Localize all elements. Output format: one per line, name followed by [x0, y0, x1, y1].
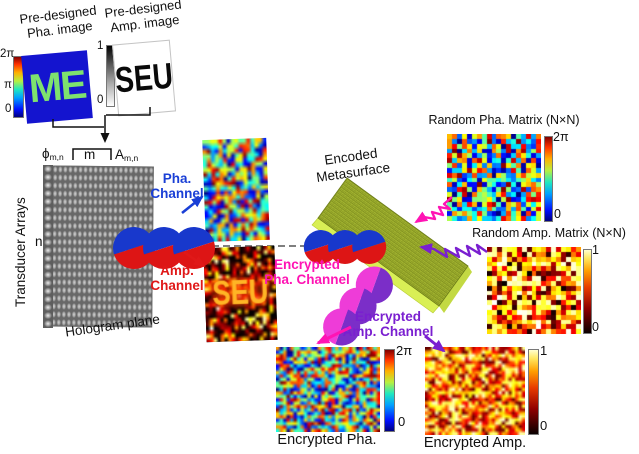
m-label: m — [84, 147, 96, 162]
random-amp-colorbar-max: 1 — [592, 243, 599, 257]
encrypted-pha-colorbar — [384, 349, 395, 432]
random-amp-matrix — [487, 247, 581, 334]
amp-input-colorbar-min: 0 — [97, 94, 104, 106]
pha-input-colorbar-mid: π — [4, 79, 12, 91]
phi-subscript: m,n — [49, 152, 64, 162]
a-subscript: m,n — [124, 153, 139, 163]
amp-input-colorbar-max: 1 — [97, 40, 104, 52]
amp-channel-line2: Channel — [150, 278, 204, 294]
pha-input-colorbar-min: 0 — [5, 103, 12, 115]
amp-image-text: SEU — [113, 54, 175, 101]
amp-channel-label: Amp. Channel — [145, 263, 209, 293]
pha-channel-line2: Channel — [150, 186, 204, 202]
encrypted-amp-line1: Encrypted — [354, 309, 422, 324]
random-amp-matrix-canvas — [487, 247, 581, 334]
encrypted-amp-canvas — [425, 347, 525, 435]
pha-input-colorbar-max: 2π — [0, 48, 15, 60]
n-label: n — [35, 234, 43, 249]
amp-channel-line1: Amp. — [160, 263, 194, 278]
random-amp-colorbar — [583, 249, 592, 334]
predesigned-pha-image: ME — [21, 50, 93, 124]
predesigned-amp-title: Pre-designed Amp. image — [91, 0, 198, 38]
encrypted-amp-channel-label: Encrypted Amp. Channel — [338, 309, 438, 339]
transducer-array-left-edge — [43, 165, 53, 328]
encrypted-pha-colorbar-min: 0 — [398, 414, 406, 429]
random-amp-matrix-title: Random Amp. Matrix (N×N) — [472, 226, 626, 240]
encrypted-amp-caption: Encrypted Amp. — [423, 435, 527, 451]
encrypted-pha-image — [276, 347, 380, 432]
encrypted-amp-colorbar-min: 0 — [540, 418, 548, 433]
random-pha-colorbar-max: 2π — [553, 130, 569, 144]
phi-mn-label: ϕm,n — [42, 146, 64, 163]
random-pha-matrix-canvas — [447, 134, 541, 221]
encrypted-pha-canvas — [276, 347, 380, 432]
encrypted-pha-channel-label: Encrypted Pha. Channel — [258, 257, 356, 287]
amp-key-squiggle-arrow — [419, 243, 488, 259]
pha-channel-line1: Pha. — [162, 171, 192, 186]
encrypted-pha-line2: Pha. Channel — [264, 272, 350, 288]
pha-channel-label: Pha. Channel — [146, 171, 208, 201]
transducer-arrays-label: Transducer Arrays — [13, 197, 28, 307]
encrypted-amp-colorbar-max: 1 — [540, 343, 548, 358]
random-pha-colorbar — [544, 136, 553, 222]
encrypted-amp-line2: Amp. Channel — [342, 324, 434, 340]
encrypted-pha-colorbar-max: 2π — [396, 343, 413, 358]
a-symbol: A — [115, 147, 125, 162]
random-pha-matrix-title: Random Pha. Matrix (N×N) — [428, 113, 580, 127]
pha-image-text: ME — [27, 62, 87, 111]
a-mn-label: Am,n — [115, 147, 138, 164]
encrypted-amp-colorbar — [528, 349, 539, 435]
encrypted-pha-caption: Encrypted Pha. — [277, 432, 377, 448]
encoded-metasurface-label: Encoded Metasurface — [301, 142, 402, 186]
random-pha-colorbar-min: 0 — [554, 207, 561, 221]
encrypted-amp-image — [425, 347, 525, 435]
predesigned-amp-image: SEU — [111, 39, 177, 117]
random-pha-matrix — [447, 134, 541, 221]
metasurface-bottom-edge — [439, 266, 472, 313]
phi-symbol: ϕ — [42, 146, 50, 161]
encrypted-pha-line1: Encrypted — [273, 257, 341, 272]
random-amp-colorbar-min: 0 — [592, 320, 599, 334]
